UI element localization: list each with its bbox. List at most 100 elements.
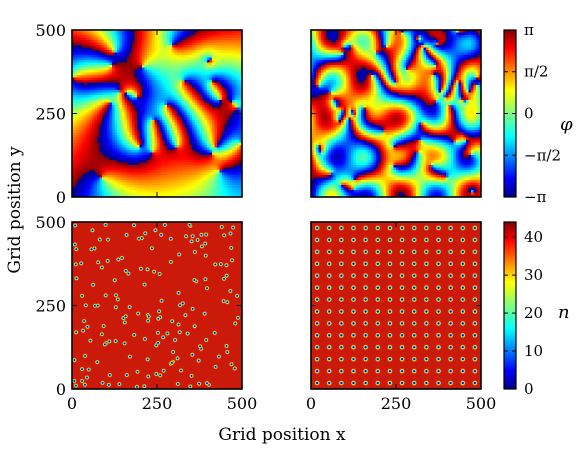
phase-cell [321,30,324,33]
phase-cell [117,177,120,181]
phase-cell [99,37,103,41]
phase-cell [117,42,120,46]
phase-cell [92,182,95,186]
phase-cell [189,60,193,63]
phase-cell [224,187,228,191]
phase-cell [229,137,233,141]
phase-cell [72,57,75,61]
phase-cell [174,62,178,66]
phase-cell [79,172,83,176]
phase-cell [219,50,223,53]
phase-cell [199,190,203,193]
phase-cell [202,135,205,138]
phase-cell [112,87,115,91]
phase-cell [192,60,195,63]
phase-cell [401,30,404,33]
phase-cell [192,115,195,118]
phase-cell [172,110,175,113]
phase-cell [207,152,210,156]
phase-cell [84,192,88,196]
phase-cell [147,100,150,103]
phase-cell [323,45,327,48]
phase-cell [172,140,175,143]
phase-cell [122,132,125,136]
phase-cell [142,47,145,51]
phase-cell [92,180,95,183]
phase-cell [107,165,110,168]
phase-cell [122,170,125,173]
phase-cell [217,105,220,108]
phase-cell [157,122,160,126]
phase-cell [182,185,185,188]
phase-cell [92,57,95,61]
phase-cell [107,152,110,156]
phase-cell [162,100,165,103]
phase-cell [212,190,215,193]
phase-cell [72,67,75,71]
phase-cell [182,145,185,148]
phase-cell [177,165,180,168]
phase-cell [214,120,218,123]
phase-cell [428,37,432,41]
phase-cell [219,92,223,96]
phase-cell [229,72,233,76]
phase-cell [92,75,95,78]
phase-cell [132,40,135,43]
phase-cell [224,110,228,113]
phase-cell [132,97,135,101]
phase-cell [132,192,135,196]
phase-cell [107,97,110,101]
phase-cell [164,80,168,83]
phase-cell [144,187,148,191]
phase-cell [72,55,75,58]
phase-cell [137,187,140,191]
phase-cell [207,90,210,93]
phase-cell [154,102,158,106]
phase-cell [234,105,238,108]
phase-cell [104,117,108,121]
phase-cell [189,160,193,163]
phase-cell [212,160,215,163]
phase-cell [169,155,173,158]
phase-cell [234,82,238,86]
phase-cell [92,165,95,168]
phase-cell [157,45,160,48]
phase-cell [473,30,477,33]
phase-cell [184,155,188,158]
phase-cell [202,120,205,123]
phase-cell [137,137,140,141]
phase-cell [112,35,115,38]
phase-cell [107,160,110,163]
phase-cell [102,147,105,151]
phase-cell [87,175,90,178]
phase-cell [169,70,173,73]
phase-cell [122,92,125,96]
phase-cell [107,177,110,181]
phase-cell [124,40,128,43]
phase-cell [122,47,125,51]
phase-cell [189,80,193,83]
phase-cell [179,190,183,193]
phase-cell [132,142,135,146]
phase-cell [194,70,198,73]
phase-cell [154,95,158,98]
phase-cell [167,52,170,56]
phase-cell [74,47,78,51]
phase-cell [438,35,442,38]
phase-cell [217,37,220,41]
phase-cell [179,80,183,83]
phase-cell [194,82,198,86]
phase-cell [192,135,195,138]
phase-cell [162,145,165,148]
phase-cell [204,150,208,153]
phase-cell [207,162,210,166]
phase-cell [323,42,327,46]
phase-cell [102,52,105,56]
phase-cell [361,37,364,41]
phase-cell [87,75,90,78]
phase-cell [237,50,240,53]
phase-cell [129,172,133,176]
phase-cell [232,102,235,106]
phase-cell [99,90,103,93]
phase-cell [184,57,188,61]
